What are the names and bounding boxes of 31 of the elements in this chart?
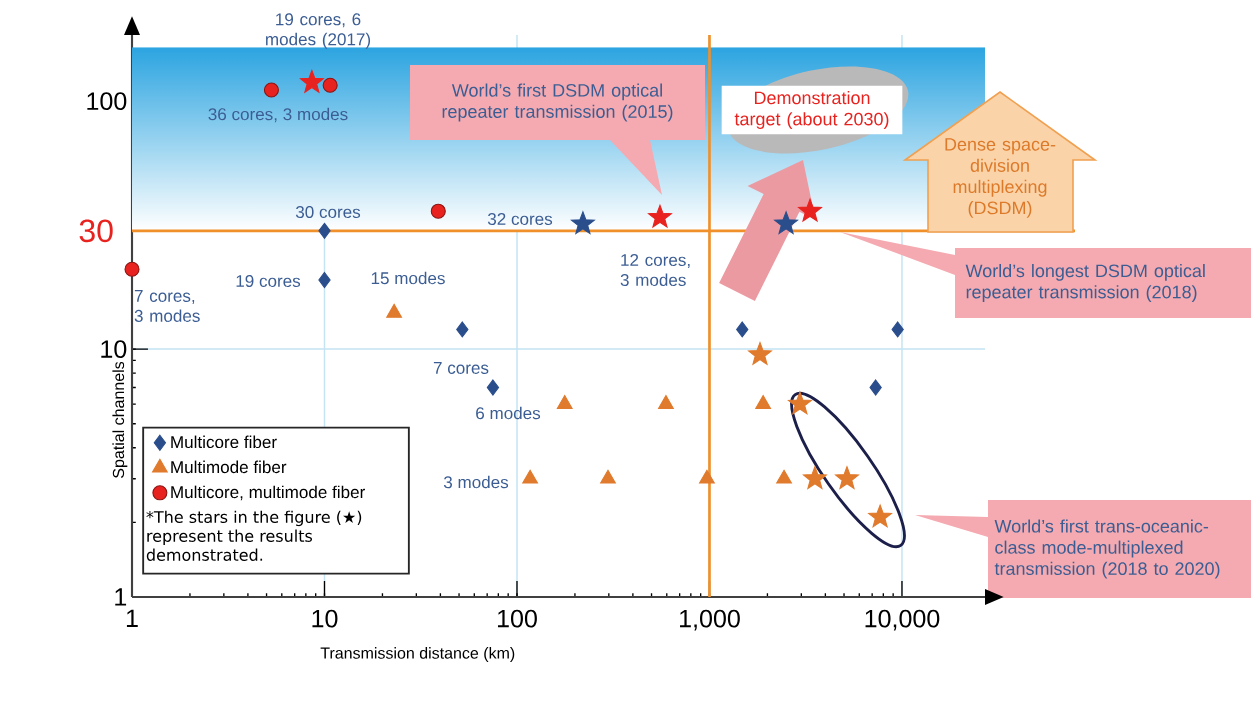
x-axis-title: Transmission distance (km) [320,647,515,662]
y-tick-label: 10 [101,340,127,358]
y-tick-label: 1 [115,588,127,606]
annotation: 19 cores [236,274,301,288]
annotation: 30 cores [295,205,361,219]
x-tick-label: 100 [497,609,537,628]
annotation: 3 modes [443,475,509,489]
annotation: 7 cores [433,362,489,374]
ref-line-label: 30 [79,219,113,243]
legend-label: Multicore, multimode fiber [171,485,365,501]
legend-label: Multicore fiber [171,435,277,449]
y-axis-title: Spatial channels [112,361,128,478]
x-tick-label: 1 [126,609,138,627]
annotation: 6 modes [476,406,541,420]
x-tick-label: 1,000 [680,609,740,631]
y-tick-label: 100 [87,92,127,111]
annotation: World’s first DSDM optical repeater transmission (2015) [442,83,673,122]
legend-label: Multimode fiber [171,460,287,474]
text: World’s first trans-oceanic-class mode-multiplexed transmission (2018 to 2020) [994,519,1220,579]
annotation: Demonstration target (about 2030) [734,90,889,129]
annotation: 12 cores, 3 modes [620,253,690,287]
x-tick-label: 10 [312,609,338,628]
annotation: 36 cores, 3 modes [208,107,348,123]
annotation: 7 cores, 3 modes [134,290,200,322]
annotation: 32 cores [487,212,553,226]
annotation: 19 cores, 6 modes (2017) [266,13,371,49]
annotation: World’s longest DSDM optical repeater transmission (2018) [965,263,1205,302]
annotation: Dense space-division multiplexing (DSDM) [945,138,1056,218]
annotation: *The stars in the figure (★) represent the results demonstrated. [146,510,362,561]
annotation: 15 modes [371,271,445,285]
x-tick-label: 10,000 [865,609,940,631]
